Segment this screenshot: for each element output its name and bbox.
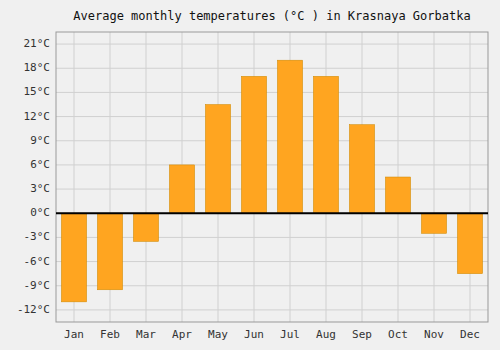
y-tick-label: -6°C <box>24 255 51 268</box>
x-tick-label: Nov <box>424 328 444 341</box>
x-tick-label: Jul <box>280 328 300 341</box>
x-tick-label: May <box>208 328 228 341</box>
zero-line <box>56 212 488 214</box>
bar <box>457 213 482 273</box>
y-tick-label: 0°C <box>30 206 50 219</box>
y-grid-line <box>56 140 488 141</box>
bar <box>349 125 374 214</box>
y-grid-line <box>56 189 488 190</box>
title: Average monthly temperatures (°C ) in Kr… <box>73 9 470 23</box>
y-tick-label: 3°C <box>30 182 50 195</box>
bar <box>169 165 194 213</box>
y-tick-label: -12°C <box>17 303 50 316</box>
y-tick-label: 12°C <box>24 110 51 123</box>
x-tick-label: Oct <box>388 328 408 341</box>
y-grid-line <box>56 116 488 117</box>
x-tick-label: Jun <box>244 328 264 341</box>
x-grid-line <box>470 32 471 322</box>
bar <box>421 213 446 233</box>
y-grid-line <box>56 213 488 214</box>
x-grid-line <box>434 32 435 322</box>
y-grid-line <box>56 44 488 45</box>
y-grid-line <box>56 164 488 165</box>
y-tick-label: -9°C <box>24 279 51 292</box>
x-tick-label: Sep <box>352 328 372 341</box>
y-tick-label: 21°C <box>24 37 51 50</box>
bar <box>241 76 266 213</box>
x-tick-label: Dec <box>460 328 480 341</box>
bar <box>385 177 410 213</box>
y-tick-label: 6°C <box>30 158 50 171</box>
plot-frame <box>56 32 488 322</box>
chart: -12°C -9°C -6°C -3°C 0°C 3°C 6°C 9°C 12°C 15°C 18°… <box>0 0 500 350</box>
bar <box>61 213 86 302</box>
y-grid-line <box>56 68 488 69</box>
y-grid-line <box>56 309 488 310</box>
y-grid-line <box>56 92 488 93</box>
bars <box>61 60 482 302</box>
y-tick-label: -3°C <box>24 230 51 243</box>
x-tick-label: Jan <box>64 328 84 341</box>
y-tick-label: 18°C <box>24 61 51 74</box>
x-grid-line <box>146 32 147 322</box>
chart-container: -12°C -9°C -6°C -3°C 0°C 3°C 6°C 9°C 12°C 15°C 18°… <box>0 0 500 350</box>
bar <box>205 105 230 214</box>
y-tick-label: 15°C <box>24 85 51 98</box>
background <box>0 0 500 350</box>
x-tick-label: Aug <box>316 328 336 341</box>
bar <box>133 213 158 241</box>
bar <box>277 60 302 213</box>
x-tick-label: Mar <box>136 328 156 341</box>
bar <box>313 76 338 213</box>
bar <box>97 213 122 290</box>
x-tick-label: Apr <box>172 328 192 341</box>
x-tick-label: Feb <box>100 328 120 341</box>
y-tick-label: 9°C <box>30 134 50 147</box>
